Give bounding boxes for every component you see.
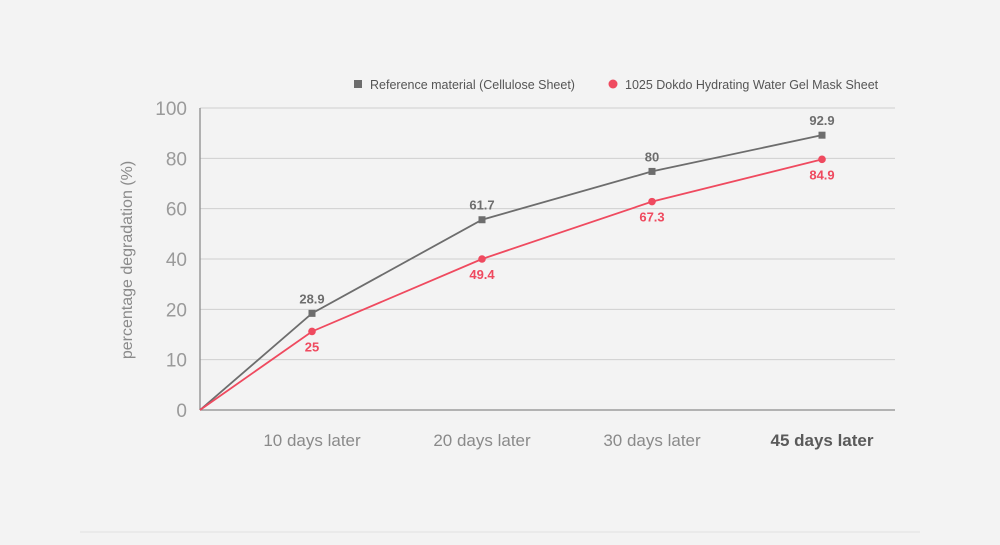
data-point-circle — [478, 255, 486, 263]
data-label: 80 — [645, 149, 659, 164]
data-label: 92.9 — [809, 113, 834, 128]
x-tick-label: 20 days later — [433, 431, 531, 450]
data-label: 61.7 — [469, 198, 494, 213]
data-point-square — [818, 131, 826, 139]
x-tick-label: 10 days later — [263, 431, 361, 450]
series-line — [199, 134, 823, 411]
data-point-square — [648, 167, 656, 175]
data-label: 49.4 — [469, 267, 495, 282]
y-tick-label: 100 — [155, 99, 187, 120]
legend-label: Reference material (Cellulose Sheet) — [370, 78, 575, 92]
y-tick-label: 10 — [166, 351, 187, 372]
data-point-circle — [648, 197, 656, 206]
y-tick-label: 40 — [166, 250, 187, 271]
legend-marker-circle — [608, 79, 618, 89]
data-point-circle — [818, 155, 826, 164]
data-label: 25 — [305, 339, 319, 354]
y-axis-label: percentage degradation (%) — [119, 161, 136, 359]
data-point-circle — [308, 327, 316, 336]
x-tick-label: 45 days later — [770, 431, 873, 450]
legend-label: 1025 Dokdo Hydrating Water Gel Mask Shee… — [625, 78, 879, 92]
legend-marker-square — [354, 80, 362, 88]
y-tick-label: 20 — [166, 300, 187, 321]
y-tick-label: 0 — [176, 401, 187, 422]
series-line — [199, 158, 823, 411]
data-label: 67.3 — [639, 210, 664, 225]
data-label: 28.9 — [299, 291, 324, 306]
x-tick-label: 30 days later — [603, 431, 701, 450]
data-label: 84.9 — [809, 167, 834, 182]
data-point-square — [308, 309, 316, 317]
y-tick-label: 80 — [166, 149, 187, 170]
y-tick-label: 60 — [166, 200, 187, 221]
data-point-square — [478, 216, 486, 224]
